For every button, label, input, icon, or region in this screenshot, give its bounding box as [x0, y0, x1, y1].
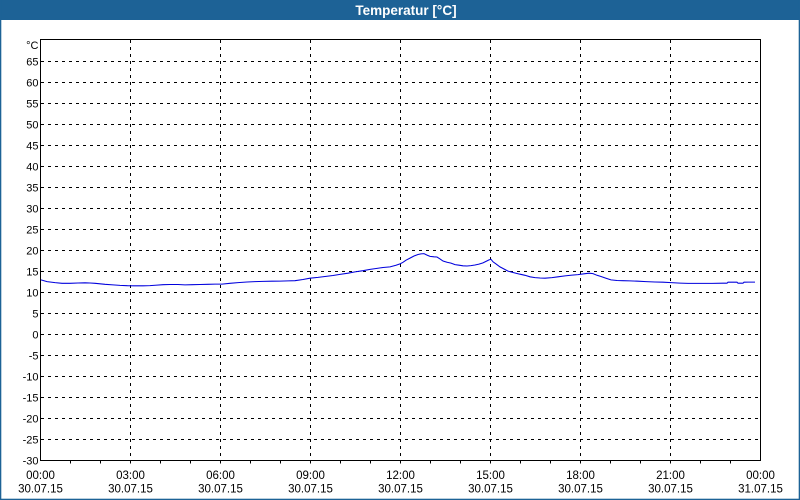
svg-text:06:00: 06:00 — [206, 470, 235, 482]
svg-text:60: 60 — [26, 78, 38, 90]
svg-text:5: 5 — [32, 309, 38, 321]
svg-text:15: 15 — [26, 267, 38, 279]
svg-text:30.07.15: 30.07.15 — [288, 484, 333, 496]
svg-text:-25: -25 — [23, 435, 39, 447]
svg-text:30.07.15: 30.07.15 — [648, 484, 693, 496]
svg-text:55: 55 — [26, 99, 38, 111]
svg-text:-30: -30 — [23, 456, 39, 468]
svg-text:30.07.15: 30.07.15 — [378, 484, 423, 496]
svg-text:65: 65 — [26, 57, 38, 69]
svg-text:25: 25 — [26, 225, 38, 237]
svg-text:00:00: 00:00 — [26, 470, 55, 482]
svg-text:Temperatur [°C]: Temperatur [°C] — [355, 3, 456, 18]
svg-text:12:00: 12:00 — [386, 470, 415, 482]
svg-text:18:00: 18:00 — [566, 470, 595, 482]
svg-text:03:00: 03:00 — [116, 470, 145, 482]
svg-text:09:00: 09:00 — [296, 470, 325, 482]
svg-text:40: 40 — [26, 162, 38, 174]
svg-text:35: 35 — [26, 183, 38, 195]
svg-text:30.07.15: 30.07.15 — [108, 484, 153, 496]
svg-text:21:00: 21:00 — [656, 470, 685, 482]
svg-text:30: 30 — [26, 204, 38, 216]
svg-text:30.07.15: 30.07.15 — [468, 484, 513, 496]
svg-text:15:00: 15:00 — [476, 470, 505, 482]
svg-text:30.07.15: 30.07.15 — [198, 484, 243, 496]
svg-text:-15: -15 — [23, 393, 39, 405]
svg-text:30.07.15: 30.07.15 — [558, 484, 603, 496]
svg-text:30.07.15: 30.07.15 — [18, 484, 63, 496]
svg-text:20: 20 — [26, 246, 38, 258]
svg-text:00:00: 00:00 — [746, 470, 775, 482]
svg-text:50: 50 — [26, 120, 38, 132]
svg-text:0: 0 — [32, 330, 38, 342]
svg-text:45: 45 — [26, 141, 38, 153]
svg-text:-5: -5 — [29, 351, 39, 363]
svg-text:-10: -10 — [23, 372, 39, 384]
svg-text:31.07.15: 31.07.15 — [738, 484, 783, 496]
svg-text:10: 10 — [26, 288, 38, 300]
svg-text:-20: -20 — [23, 414, 39, 426]
svg-text:°C: °C — [26, 40, 38, 52]
